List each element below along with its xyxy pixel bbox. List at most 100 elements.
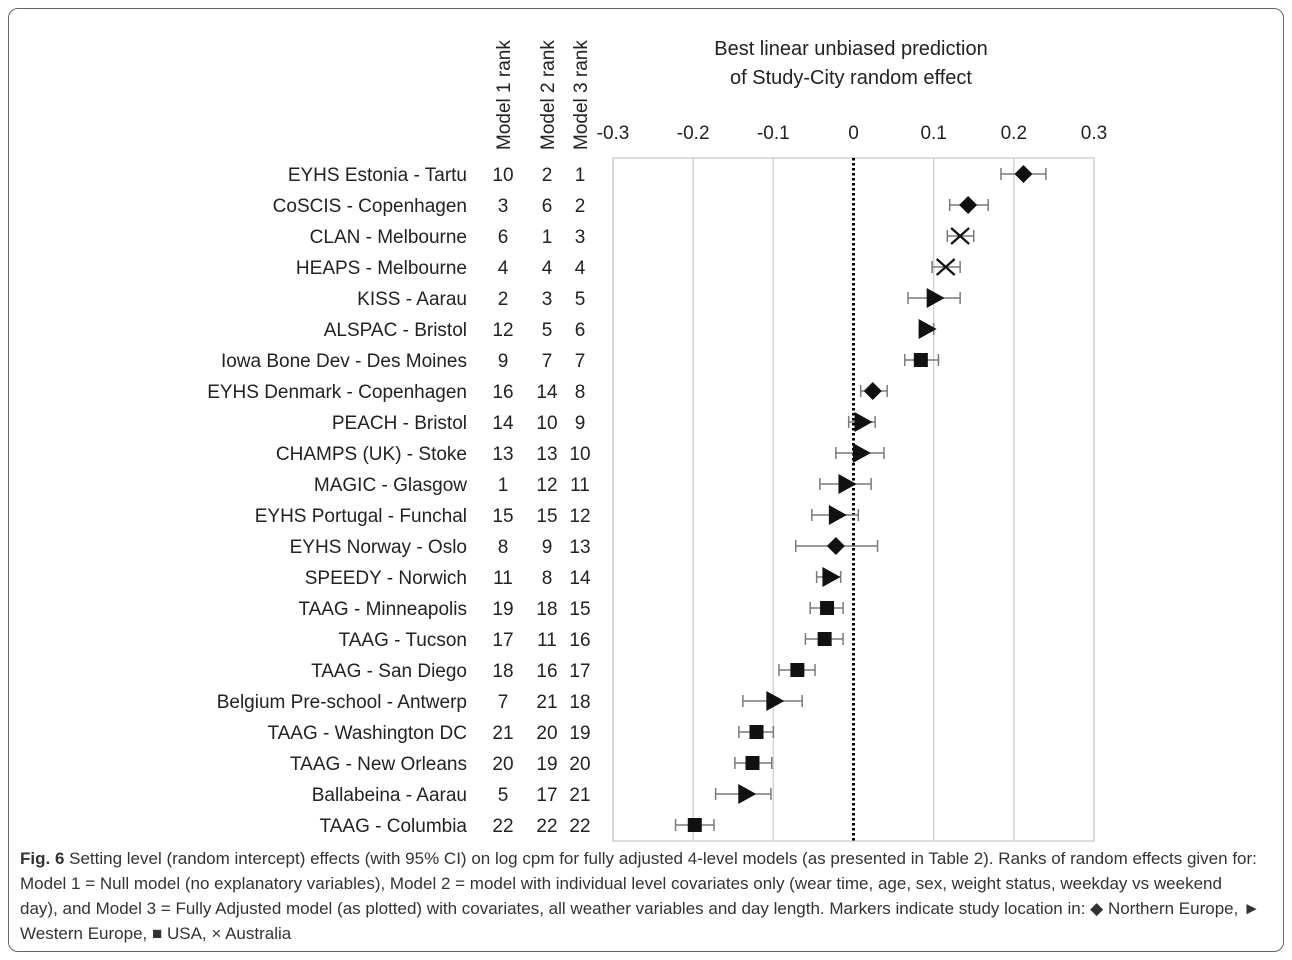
rank-model-2: 21 — [536, 692, 557, 713]
row: TAAG - Washington DC 21 20 19 — [267, 723, 775, 744]
row: Iowa Bone Dev - Des Moines 9 7 7 — [221, 351, 940, 372]
row: Ballabeina - Aarau 5 17 21 — [312, 784, 772, 806]
rank-model-3: 6 — [575, 320, 586, 341]
rank-model-1: 13 — [492, 444, 513, 465]
row-label: SPEEDY - Norwich — [305, 568, 467, 589]
row-label: TAAG - Columbia — [320, 816, 468, 837]
rank-model-3: 12 — [569, 506, 590, 527]
rank-model-3: 18 — [569, 692, 590, 713]
row-label: Ballabeina - Aarau — [312, 785, 467, 806]
rank-model-2: 5 — [542, 320, 553, 341]
point-marker-square — [745, 756, 760, 770]
rank-model-1: 22 — [492, 816, 513, 837]
point-marker-square — [749, 725, 764, 739]
row: TAAG - Tucson 17 11 16 — [339, 630, 844, 651]
rank-model-3: 1 — [575, 165, 586, 186]
rank-model-3: 8 — [575, 382, 586, 403]
rank-model-3: 11 — [570, 475, 590, 496]
row-label: TAAG - Minneapolis — [298, 599, 467, 620]
rank-model-3: 3 — [575, 227, 586, 248]
row-label: TAAG - New Orleans — [290, 754, 467, 775]
x-tick-label: 0.2 — [1001, 123, 1027, 144]
rank-model-1: 20 — [492, 754, 513, 775]
point-marker-triangle — [828, 505, 847, 525]
caption-text: Setting level (random intercept) effects… — [20, 849, 1260, 943]
figure-caption: Fig. 6 Setting level (random intercept) … — [20, 846, 1260, 946]
row: TAAG - San Diego 18 16 17 — [311, 661, 816, 682]
row-label: TAAG - Tucson — [339, 630, 467, 651]
rank-model-2: 1 — [542, 227, 553, 248]
row-label: EYHS Estonia - Tartu — [288, 165, 467, 186]
rank-model-2: 11 — [537, 630, 557, 651]
rank-model-2: 7 — [542, 351, 553, 372]
rank-model-1: 4 — [498, 258, 509, 279]
forest-plot: Best linear unbiased prediction of Study-… — [207, 38, 1107, 842]
rank-model-2: 16 — [536, 661, 557, 682]
rank-model-1: 19 — [492, 599, 513, 620]
row-label: EYHS Norway - Oslo — [290, 537, 467, 558]
point-marker-diamond — [959, 196, 978, 214]
gridlines — [612, 157, 1095, 842]
rank-model-1: 12 — [492, 320, 513, 341]
rank-model-1: 14 — [492, 413, 514, 434]
x-tick-label: 0 — [848, 123, 859, 144]
point-marker-triangle — [838, 474, 857, 494]
rank-header-model-3: Model 3 rank — [571, 40, 592, 150]
x-tick-label: -0.1 — [757, 123, 790, 144]
point-marker-diamond — [1014, 165, 1033, 183]
rank-model-2: 12 — [536, 475, 557, 496]
row: EYHS Norway - Oslo 8 9 13 — [290, 537, 879, 558]
rank-model-3: 21 — [569, 785, 590, 806]
chart-title-line-1: Best linear unbiased prediction — [714, 38, 988, 60]
rank-model-1: 3 — [498, 196, 509, 217]
rank-model-1: 17 — [492, 630, 513, 651]
row: Belgium Pre-school - Antwerp 7 21 18 — [217, 691, 803, 713]
row-label: EYHS Denmark - Copenhagen — [207, 382, 467, 403]
figure-frame — [8, 8, 1284, 952]
rank-model-2: 14 — [536, 382, 558, 403]
rank-model-1: 1 — [498, 475, 509, 496]
row-label: TAAG - San Diego — [311, 661, 467, 682]
row-label: PEACH - Bristol — [332, 413, 467, 434]
rank-header-model-2: Model 2 rank — [538, 40, 559, 150]
row-label: EYHS Portugal - Funchal — [255, 506, 467, 527]
row-label: CoSCIS - Copenhagen — [273, 196, 467, 217]
point-marker-triangle — [738, 784, 757, 804]
rank-model-3: 19 — [569, 723, 590, 744]
rank-model-3: 4 — [575, 258, 586, 279]
point-marker-cross — [935, 258, 956, 276]
rank-model-3: 16 — [569, 630, 590, 651]
point-marker-triangle — [822, 567, 841, 587]
x-tick-label: 0.3 — [1081, 123, 1107, 144]
rank-model-3: 22 — [569, 816, 590, 837]
rank-model-1: 5 — [498, 785, 509, 806]
point-marker-cross — [950, 227, 970, 245]
rank-model-3: 2 — [575, 196, 586, 217]
rank-model-1: 9 — [498, 351, 509, 372]
row-label: ALSPAC - Bristol — [324, 320, 467, 341]
rank-model-2: 17 — [536, 785, 557, 806]
rank-model-1: 8 — [498, 537, 509, 558]
point-marker-square — [913, 353, 928, 367]
rank-model-1: 18 — [492, 661, 513, 682]
rank-model-2: 10 — [536, 413, 557, 434]
rank-model-2: 6 — [542, 196, 553, 217]
rank-model-3: 7 — [575, 351, 586, 372]
rank-model-2: 2 — [542, 165, 553, 186]
point-marker-triangle — [918, 319, 937, 339]
row: PEACH - Bristol 14 10 9 — [332, 412, 876, 434]
rank-model-1: 2 — [498, 289, 509, 310]
rank-model-3: 10 — [569, 444, 590, 465]
chart-title-line-2: of Study-City random effect — [730, 67, 972, 89]
row: ALSPAC - Bristol 12 5 6 — [324, 319, 937, 341]
header-group: Best linear unbiased prediction of Study-… — [494, 38, 1107, 150]
row: TAAG - New Orleans 20 19 20 — [290, 754, 773, 775]
point-marker-triangle — [854, 412, 873, 432]
point-marker-diamond — [863, 382, 882, 400]
point-marker-triangle — [852, 443, 871, 463]
row: KISS - Aarau 2 3 5 — [357, 288, 961, 310]
rank-model-2: 22 — [536, 816, 557, 837]
row-label: KISS - Aarau — [357, 289, 467, 310]
rank-header-model-1: Model 1 rank — [494, 40, 515, 150]
